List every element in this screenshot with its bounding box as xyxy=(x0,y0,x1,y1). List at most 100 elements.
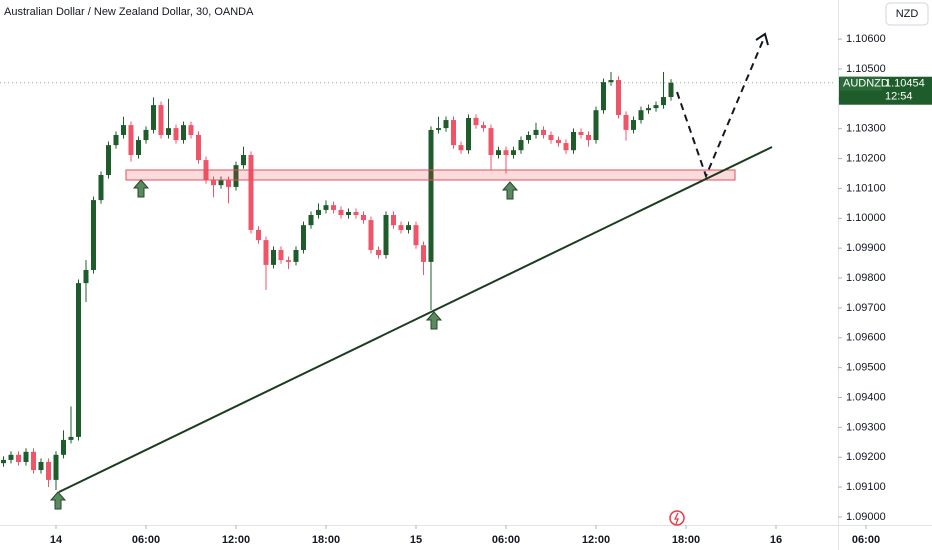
candle-body xyxy=(421,245,427,262)
x-tick-label: 18:00 xyxy=(312,534,340,546)
candle-body xyxy=(638,110,644,121)
y-tick-label: 1.09300 xyxy=(846,421,886,433)
candle-body xyxy=(0,459,6,464)
candle-body xyxy=(90,200,96,270)
candle-body xyxy=(233,165,239,187)
up-arrow xyxy=(132,179,150,198)
candle-body xyxy=(661,97,667,106)
candle-body xyxy=(443,120,449,129)
candle-body xyxy=(593,110,599,141)
symbol-label: AUDNZD xyxy=(843,78,889,90)
candle-body xyxy=(623,114,629,130)
candle-body xyxy=(511,150,517,155)
candle-body xyxy=(458,145,464,151)
candle-body xyxy=(466,117,472,151)
candle-body xyxy=(578,131,584,135)
candle-body xyxy=(248,154,254,230)
candle-body xyxy=(23,451,29,462)
candle-body xyxy=(375,249,381,256)
candle-body xyxy=(496,150,502,155)
candle-body xyxy=(323,205,329,210)
candle-body xyxy=(353,212,359,216)
candle-body xyxy=(308,215,314,226)
candle-body xyxy=(270,249,276,265)
symbol-box xyxy=(840,76,882,91)
trend-line xyxy=(58,146,773,493)
candle-body xyxy=(451,120,457,146)
candle-body xyxy=(398,225,404,230)
candle-body xyxy=(330,205,336,210)
candle-body xyxy=(263,240,269,265)
candle-body xyxy=(128,125,134,155)
candle-body xyxy=(135,140,141,155)
y-tick-label: 1.10000 xyxy=(846,212,886,224)
candle-body xyxy=(360,215,366,221)
currency-button-box[interactable] xyxy=(885,2,929,26)
candle-body xyxy=(75,283,81,437)
y-tick-label: 1.09400 xyxy=(846,391,886,403)
candle-body xyxy=(278,249,284,261)
y-tick-label: 1.10500 xyxy=(846,63,886,75)
y-tick-label: 1.10200 xyxy=(846,152,886,164)
currency-button[interactable]: NZD xyxy=(885,2,929,26)
candle-body xyxy=(8,454,14,460)
x-tick-label: 06:00 xyxy=(492,534,520,546)
y-tick-label: 1.09100 xyxy=(846,481,886,493)
x-tick-label: 12:00 xyxy=(222,534,250,546)
x-tick-label: 16 xyxy=(770,534,782,546)
candle-body xyxy=(143,129,149,141)
candle-body xyxy=(563,143,569,151)
candle-body xyxy=(548,134,554,141)
candle-body xyxy=(285,260,291,262)
y-tick-label: 1.10300 xyxy=(846,123,886,135)
candle-body xyxy=(368,220,374,250)
projection-arrowhead xyxy=(755,32,769,46)
candle-body xyxy=(53,454,59,480)
candle-body xyxy=(225,180,231,187)
plot-area xyxy=(0,71,835,491)
candle-body xyxy=(98,175,104,201)
candle-body xyxy=(428,129,434,262)
candle-body xyxy=(646,108,652,111)
y-tick-label: 1.09600 xyxy=(846,332,886,344)
candle-body xyxy=(30,451,36,471)
x-tick-label: 12:00 xyxy=(582,534,610,546)
candle-body xyxy=(533,129,539,135)
candle-body xyxy=(383,215,389,256)
y-tick-label: 1.09200 xyxy=(846,451,886,463)
candle-body xyxy=(255,229,261,241)
candle-body xyxy=(195,134,201,161)
x-tick-label: 18:00 xyxy=(672,534,700,546)
candle-body xyxy=(218,180,224,186)
candle-body xyxy=(188,125,194,135)
event-icon-bolt xyxy=(673,512,679,525)
candle-body xyxy=(473,117,479,126)
annotations xyxy=(49,32,773,526)
event-icon[interactable] xyxy=(669,510,685,526)
candle-body xyxy=(481,125,487,129)
up-arrow xyxy=(501,181,519,200)
candle-body xyxy=(390,215,396,226)
candle-body xyxy=(158,105,164,135)
candle-body xyxy=(120,125,126,135)
candle-body xyxy=(413,225,419,246)
countdown-label: 12:54 xyxy=(885,91,913,103)
candle-body xyxy=(293,249,299,262)
last-price-label: 1.10454 xyxy=(885,78,925,90)
candle-body xyxy=(173,128,179,141)
y-tick-label: 1.09900 xyxy=(846,242,886,254)
candle-body xyxy=(338,209,344,216)
candle-body xyxy=(105,145,111,175)
candle-body xyxy=(68,436,74,440)
candle-body xyxy=(488,128,494,155)
candle-body xyxy=(210,180,216,186)
candle-body xyxy=(601,82,607,111)
currency-label[interactable]: NZD xyxy=(896,8,919,20)
candle-body xyxy=(345,212,351,216)
x-tick-label: 14 xyxy=(50,534,63,546)
chart-title: Australian Dollar / New Zealand Dollar, … xyxy=(4,6,254,18)
candle-body xyxy=(300,225,306,250)
candle-body xyxy=(113,134,119,146)
